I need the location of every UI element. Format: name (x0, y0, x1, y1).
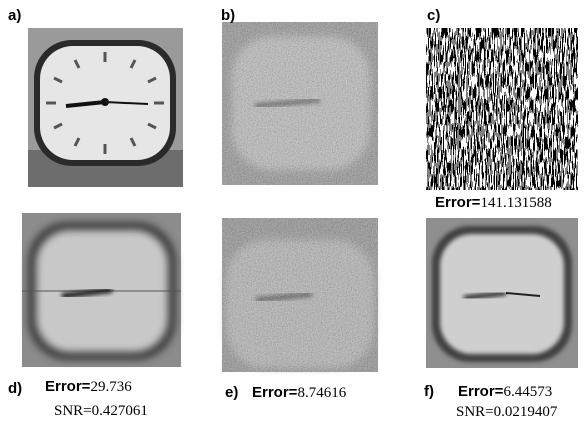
panel-label: a) (8, 7, 21, 24)
snr-text: SNR=0.427061 (54, 403, 148, 419)
image-b (222, 22, 378, 185)
image-a (28, 28, 183, 187)
panel-label: f) (424, 383, 434, 400)
figure: a) b) c) Error=141.131588 d) Error=29.73… (0, 0, 586, 423)
image-d (22, 213, 181, 367)
error-text: Error=29.736 (45, 378, 132, 395)
panel-label: d) (8, 380, 22, 397)
error-text: Error=141.131588 (435, 194, 552, 211)
snr-text: SNR=0.0219407 (456, 404, 558, 420)
error-value: 8.74616 (297, 385, 346, 401)
panel-label: b) (221, 7, 235, 24)
error-text: Error=6.44573 (458, 383, 552, 400)
error-text: Error=8.74616 (252, 384, 347, 401)
panel-label: e) (225, 384, 238, 401)
error-value: 6.44573 (503, 384, 552, 400)
error-value: 29.736 (90, 379, 132, 395)
page: {"panels": [ {"label": "a)"}, {"label": … (0, 0, 586, 423)
error-label: Error= (435, 194, 481, 211)
error-value: 141.131588 (480, 195, 551, 211)
panel-label: c) (427, 7, 440, 24)
error-label: Error= (458, 383, 504, 400)
image-f (426, 218, 578, 368)
error-label: Error= (45, 378, 91, 395)
image-e (222, 218, 378, 372)
error-label: Error= (252, 384, 298, 401)
image-c (426, 28, 578, 190)
